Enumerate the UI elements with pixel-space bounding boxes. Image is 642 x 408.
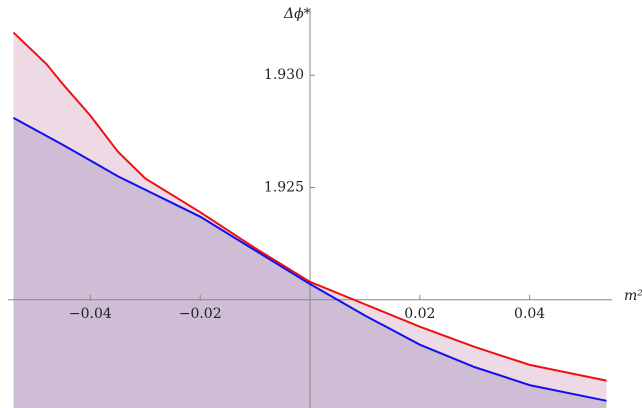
area-fill [13, 117, 607, 408]
line [12, 31, 607, 382]
x-tick-label: 0.02 [404, 306, 435, 322]
x-axis-label: m² [624, 288, 642, 304]
y-tick-label: 1.925 [264, 179, 304, 195]
x-tick-label: −0.04 [69, 306, 112, 322]
y-axis-label: Δϕ* [283, 6, 311, 22]
line [13, 117, 607, 402]
x-tick-label: −0.02 [179, 306, 222, 322]
y-tick-label: 1.930 [264, 67, 304, 83]
x-tick-label: 0.04 [514, 306, 545, 322]
